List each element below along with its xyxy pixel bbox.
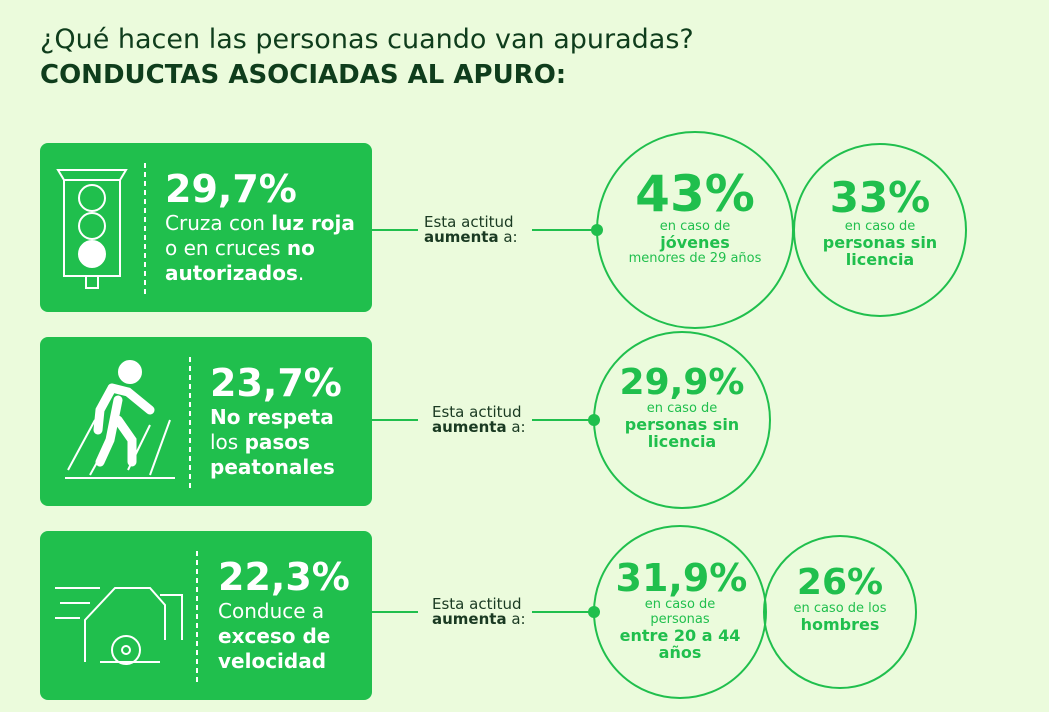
connector-part: Esta actitud: [432, 595, 522, 613]
circle-caption: hombres: [800, 614, 880, 634]
connector-part: Esta actitud: [424, 213, 514, 231]
stat-circle: [593, 331, 771, 509]
percent: 23,7%: [210, 361, 342, 405]
description-part: no autorizados: [165, 236, 315, 285]
circle-value: 43%: [635, 165, 755, 224]
connector-part: Esta actitud: [432, 403, 522, 421]
connector-part: aumenta: [432, 418, 507, 436]
description-part: .: [297, 261, 305, 285]
circle-text: 31,9% en caso de personas entre 20 a 44 añ…: [615, 555, 748, 662]
percent: 29,7%: [165, 167, 297, 211]
connector-line-1: Esta actitud: [424, 215, 518, 230]
car-icon: [55, 587, 183, 665]
pedestrian-icon: [65, 360, 175, 479]
circle-caption: personas sin licencia: [624, 415, 740, 452]
connector-line-2: aumenta a:: [432, 420, 526, 435]
card: [40, 143, 372, 312]
circle-caption: en caso de personas: [644, 596, 716, 627]
circle-caption: menores de 29 años: [628, 251, 762, 267]
connector-line-1: Esta actitud: [432, 405, 526, 420]
stat-circle: [593, 525, 767, 699]
question: ¿Qué hacen las personas cuando van apura…: [40, 24, 694, 55]
circle-value: 31,9%: [615, 555, 748, 600]
connector-part: a:: [506, 418, 526, 436]
description-part: luz roja: [271, 211, 355, 235]
description-part: exceso de velocidad: [218, 624, 331, 673]
card: [40, 531, 372, 700]
description: Conduce a exceso de velocidad: [218, 599, 360, 674]
circle-caption: en caso de los: [793, 600, 887, 616]
circle-caption: en caso de: [844, 218, 916, 234]
circle-text: 43% en caso de jóvenes menores de 29 años: [622, 169, 769, 266]
circle-text: 29,9% en caso de personas sin licencia: [616, 362, 748, 452]
circle-text: 33% en caso de personas sin licencia: [816, 172, 945, 269]
circle-caption: personas sin licencia: [822, 232, 938, 269]
connector-line-1: Esta actitud: [432, 597, 526, 612]
stat-circle: [793, 143, 967, 317]
description: No respeta los pasos peatonales: [210, 405, 360, 480]
connector-part: a:: [498, 228, 518, 246]
title: CONDUCTAS ASOCIADAS AL APURO:: [40, 60, 567, 90]
connector-part: a:: [506, 610, 526, 628]
percent: 22,3%: [218, 555, 350, 599]
connector-text: Esta actitud aumenta a:: [432, 405, 526, 435]
description-part: Conduce a: [218, 599, 325, 623]
circle-value: 29,9%: [619, 362, 745, 404]
description-part: Cruza con: [165, 211, 272, 235]
circle-caption: en caso de: [646, 401, 718, 417]
card-text: 22,3% Conduce a exceso de velocidad: [218, 555, 360, 674]
dividers: [144, 163, 198, 684]
description-part: pasos peatonales: [210, 430, 335, 479]
stat-circle: [763, 535, 917, 689]
connector-line-2: aumenta a:: [432, 612, 526, 627]
connector-line-2: aumenta a:: [424, 230, 518, 245]
description: Cruza con luz roja o en cruces no autori…: [165, 211, 360, 286]
description-part: o en cruces: [165, 236, 287, 260]
connector-text: Esta actitud aumenta a:: [424, 215, 518, 245]
circle-text: 26% en caso de los hombres: [783, 561, 897, 634]
connector-part: aumenta: [424, 228, 499, 246]
connector-part: aumenta: [432, 610, 507, 628]
circle-caption: entre 20 a 44 años: [619, 625, 741, 662]
traffic-light-icon: [56, 169, 128, 289]
circle-caption: en caso de: [659, 219, 731, 235]
card-text: 29,7% Cruza con luz roja o en cruces no a…: [165, 167, 360, 286]
circle-value: 33%: [829, 172, 931, 222]
card-text: 23,7% No respeta los pasos peatonales: [210, 361, 360, 480]
circle-value: 26%: [796, 561, 884, 603]
circle-caption: jóvenes: [660, 233, 730, 253]
description-part: No respeta: [210, 405, 334, 429]
description-part: los: [210, 430, 245, 454]
connector-text: Esta actitud aumenta a:: [432, 597, 526, 627]
